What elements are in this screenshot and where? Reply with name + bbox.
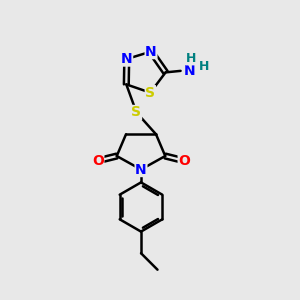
Text: O: O bbox=[92, 154, 104, 168]
Text: N: N bbox=[145, 45, 157, 58]
Text: S: S bbox=[145, 86, 155, 100]
Text: H: H bbox=[186, 52, 196, 65]
Text: N: N bbox=[135, 163, 147, 176]
Text: N: N bbox=[184, 64, 195, 78]
Text: N: N bbox=[121, 52, 133, 66]
Text: O: O bbox=[178, 154, 190, 168]
Text: S: S bbox=[131, 106, 142, 119]
Text: H: H bbox=[199, 60, 209, 73]
